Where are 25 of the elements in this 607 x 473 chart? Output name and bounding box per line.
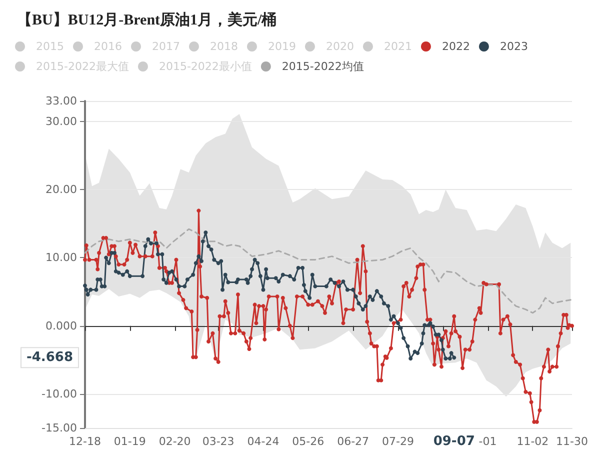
legend-label: 2015-2022均值 xyxy=(282,60,364,73)
x-tick-label: 02-20 xyxy=(158,435,191,448)
x-tick-label: 01-19 xyxy=(114,435,146,448)
text: -4.668 xyxy=(26,350,73,366)
x-tick-label: 07-29 xyxy=(382,435,414,448)
chart-title: 【BU】BU12月-Brent原油1月，美元/桶 xyxy=(17,10,277,28)
y-tick-label: 30.00 xyxy=(46,114,77,128)
y-tick-label: 20.00 xyxy=(46,183,77,196)
y-tick-label: 33.00 xyxy=(46,94,77,108)
x-tick-label: 05-26 xyxy=(292,435,324,448)
x-tick-label: 03-23 xyxy=(202,435,234,448)
text: 09-07 xyxy=(433,434,475,449)
x-tick-label: -01 xyxy=(478,435,497,448)
x-tick-label: 12-18 xyxy=(69,435,101,448)
line-series xyxy=(84,228,572,314)
legend-label: 2022 xyxy=(442,40,470,53)
y-tick-label: 10.00 xyxy=(46,251,77,264)
y-tick-label: -10.00 xyxy=(42,387,77,400)
y-tick-label: -15.00 xyxy=(42,422,77,434)
x-tick-label: 04-24 xyxy=(247,435,280,448)
legend-label: 2023 xyxy=(500,40,528,53)
x-tick-label: 11-30 xyxy=(556,435,588,448)
x-tick-label: 11-02 xyxy=(516,435,549,448)
x-tick-label: 06-27 xyxy=(337,435,370,448)
y-tick-label: 0.000 xyxy=(46,319,77,332)
